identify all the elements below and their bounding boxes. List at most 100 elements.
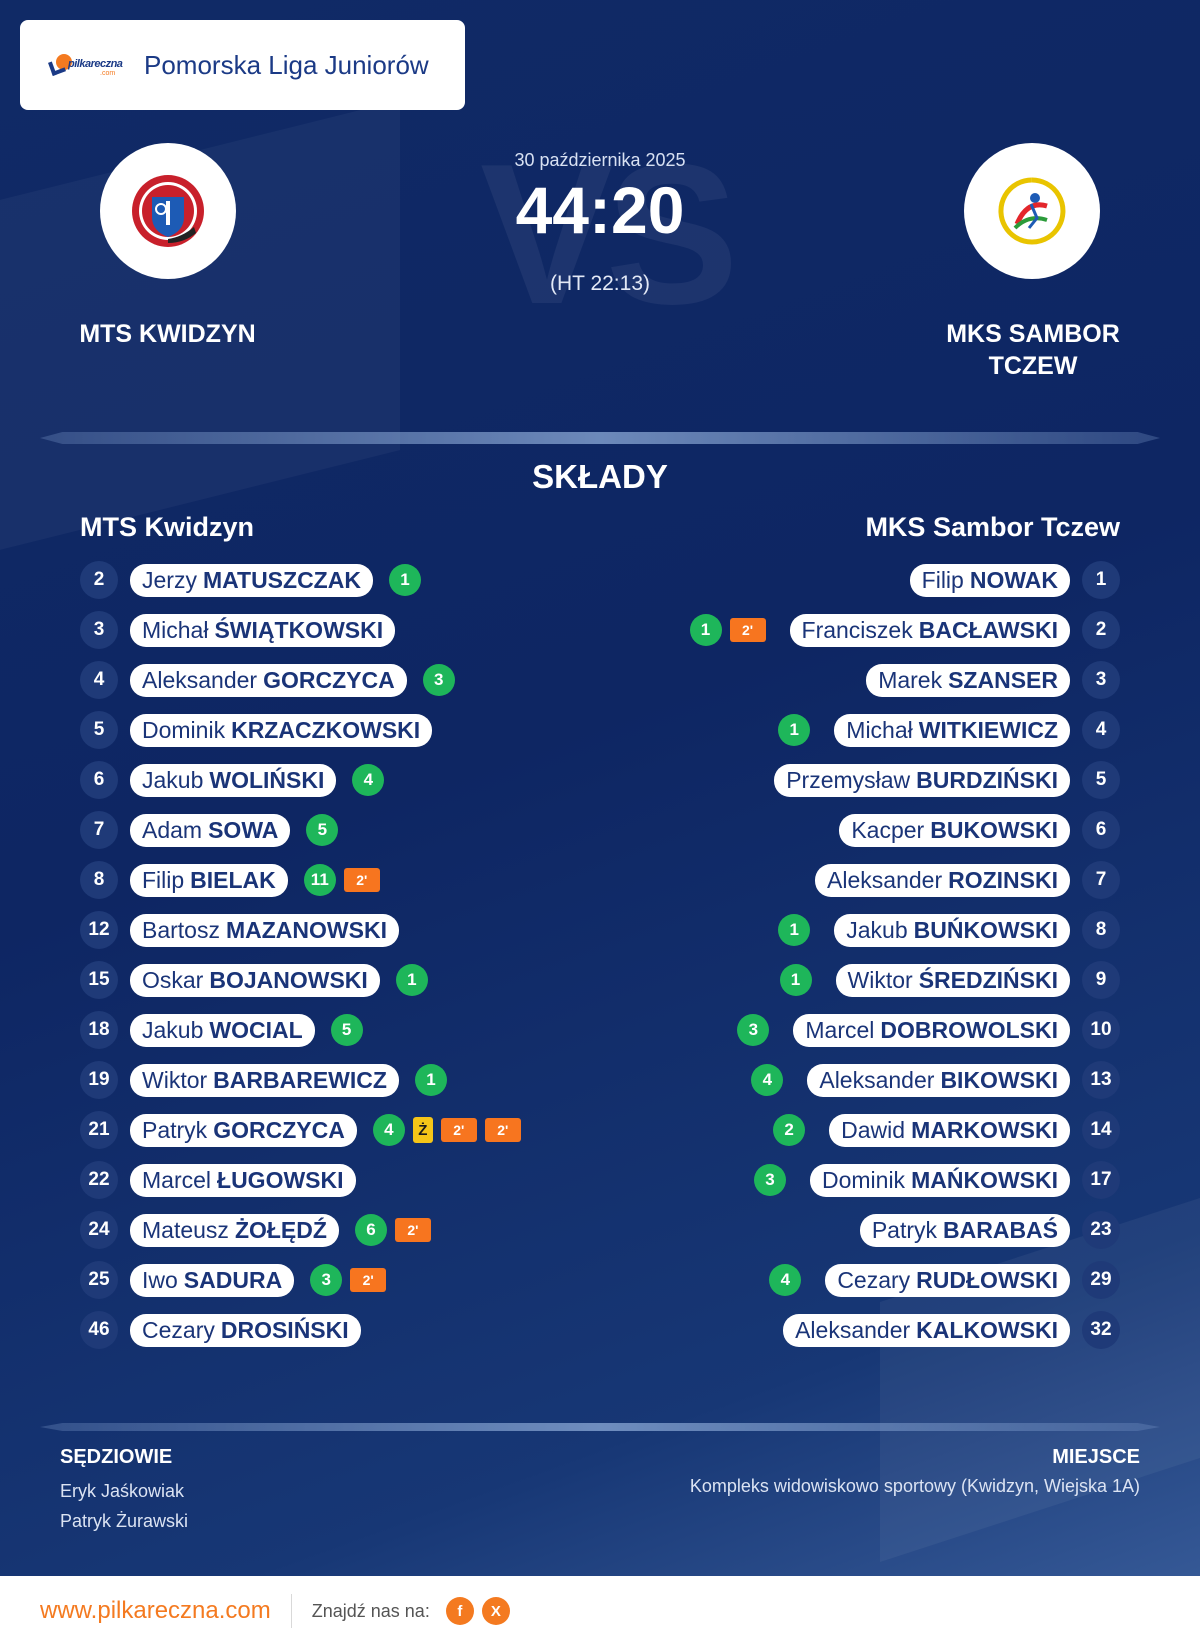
player-row: 1 Wiktor ŚREDZIŃSKI 9 — [580, 955, 1120, 1005]
player-surname: NOWAK — [969, 566, 1058, 593]
away-team-logo[interactable] — [964, 143, 1100, 279]
player-stats: 11 2' — [303, 864, 380, 896]
player-name[interactable]: Jerzy MATUSZCZAK — [130, 563, 373, 597]
player-first-name: Mateusz — [142, 1216, 229, 1243]
player-first-name: Wiktor — [847, 966, 913, 993]
player-first-name: Aleksander — [142, 666, 258, 693]
player-row: Przemysław BURDZIŃSKI 5 — [580, 755, 1120, 805]
player-surname: DOBROWOLSKI — [880, 1016, 1058, 1043]
player-row: 4 Aleksander GORCZYCA 3 — [80, 655, 620, 705]
player-surname: BARBAREWICZ — [213, 1066, 387, 1093]
player-name[interactable]: Patryk BARABAŚ — [859, 1213, 1070, 1247]
player-row: 7 Adam SOWA 5 — [80, 805, 620, 855]
player-row: 21 Patryk GORCZYCA 4 Ż 2' 2' — [80, 1105, 620, 1155]
player-stats: 3 — [422, 664, 455, 696]
player-name[interactable]: Jakub WOLIŃSKI — [130, 763, 337, 797]
site-link[interactable]: www.pilkareczna.com — [40, 1597, 271, 1624]
player-name[interactable]: Marcel DOBROWOLSKI — [793, 1013, 1070, 1047]
player-name[interactable]: Filip NOWAK — [909, 563, 1070, 597]
player-name[interactable]: Aleksander BIKOWSKI — [807, 1063, 1070, 1097]
player-name[interactable]: Aleksander ROZINSKI — [815, 863, 1070, 897]
player-name[interactable]: Cezary DROSIŃSKI — [130, 1313, 361, 1347]
shirt-number: 7 — [80, 811, 118, 849]
facebook-icon[interactable]: f — [445, 1597, 474, 1625]
player-name[interactable]: Patryk GORCZYCA — [130, 1113, 357, 1147]
player-first-name: Michał — [142, 616, 209, 643]
goals-badge: 1 — [414, 1064, 447, 1096]
player-name[interactable]: Aleksander KALKOWSKI — [783, 1313, 1070, 1347]
player-first-name: Dominik — [142, 716, 226, 743]
player-name[interactable]: Cezary RUDŁOWSKI — [825, 1263, 1070, 1297]
goals-badge: 1 — [388, 564, 421, 596]
player-first-name: Dominik — [821, 1166, 906, 1193]
player-name[interactable]: Dawid MARKOWSKI — [829, 1113, 1070, 1147]
player-row: 2 Dawid MARKOWSKI 14 — [580, 1105, 1120, 1155]
player-name[interactable]: Aleksander GORCZYCA — [130, 663, 407, 697]
player-surname: BACŁAWSKI — [918, 616, 1058, 643]
shirt-number: 5 — [80, 711, 118, 749]
player-row: 4 Cezary RUDŁOWSKI 29 — [580, 1255, 1120, 1305]
player-first-name: Jerzy — [142, 566, 197, 593]
away-team-name[interactable]: MKS SAMBOR TCZEW — [946, 320, 1120, 380]
player-name[interactable]: Filip BIELAK — [130, 863, 288, 897]
player-name[interactable]: Mateusz ŻOŁĘDŹ — [130, 1213, 339, 1247]
player-name[interactable]: Michał ŚWIĄTKOWSKI — [130, 613, 396, 647]
player-first-name: Aleksander — [827, 866, 943, 893]
player-surname: BOJANOWSKI — [209, 966, 368, 993]
player-name[interactable]: Bartosz MAZANOWSKI — [130, 913, 399, 947]
player-name[interactable]: Jakub BUŃKOWSKI — [834, 913, 1070, 947]
player-name[interactable]: Marek SZANSER — [866, 663, 1070, 697]
pilkareczna-logo-icon[interactable]: pilkareczna .com — [48, 50, 123, 80]
sambor-tczew-crest-icon — [998, 177, 1066, 245]
home-team-name[interactable]: MTS KWIDZYN — [79, 320, 256, 348]
player-row: 46 Cezary DROSIŃSKI — [80, 1305, 620, 1355]
player-row: Marek SZANSER 3 — [580, 655, 1120, 705]
footer: www.pilkareczna.com Znajdź nas na: f X — [0, 1576, 1200, 1646]
player-stats: 4 — [769, 1264, 802, 1296]
player-first-name: Kacper — [851, 816, 925, 843]
player-stats: 3 2' — [310, 1264, 387, 1296]
shirt-number: 6 — [80, 761, 118, 799]
player-name[interactable]: Przemysław BURDZIŃSKI — [774, 763, 1070, 797]
player-row: 24 Mateusz ŻOŁĘDŹ 6 2' — [80, 1205, 620, 1255]
shirt-number: 12 — [80, 911, 118, 949]
player-name[interactable]: Kacper BUKOWSKI — [839, 813, 1070, 847]
shirt-number: 4 — [1082, 711, 1120, 749]
player-stats: 3 — [737, 1014, 770, 1046]
shirt-number: 32 — [1082, 1311, 1120, 1349]
away-roster: Filip NOWAK 1 1 2' Franciszek BACŁAWSKI 2 Marek S… — [580, 555, 1120, 1355]
player-row: 3 Marcel DOBROWOLSKI 10 — [580, 1005, 1120, 1055]
player-name[interactable]: Iwo SADURA — [130, 1263, 295, 1297]
goals-badge: 1 — [395, 964, 428, 996]
player-name[interactable]: Oskar BOJANOWSKI — [130, 963, 380, 997]
goals-badge: 1 — [779, 964, 812, 996]
player-name[interactable]: Jakub WOCIAL — [130, 1013, 315, 1047]
player-name[interactable]: Wiktor ŚREDZIŃSKI — [835, 963, 1070, 997]
player-stats: 6 2' — [354, 1214, 431, 1246]
player-surname: BIKOWSKI — [940, 1066, 1058, 1093]
player-surname: DROSIŃSKI — [220, 1316, 349, 1343]
player-stats: 3 — [753, 1164, 786, 1196]
player-name[interactable]: Dominik MAŃKOWSKI — [809, 1163, 1070, 1197]
player-name[interactable]: Adam SOWA — [130, 813, 291, 847]
x-icon[interactable]: X — [481, 1597, 510, 1625]
player-name[interactable]: Dominik KRZACZKOWSKI — [130, 713, 433, 747]
player-surname: ŻOŁĘDŹ — [234, 1216, 327, 1243]
player-first-name: Jakub — [142, 1016, 204, 1043]
player-first-name: Michał — [846, 716, 913, 743]
shirt-number: 3 — [80, 611, 118, 649]
shirt-number: 18 — [80, 1011, 118, 1049]
goals-badge: 11 — [303, 864, 336, 896]
league-name: Pomorska Liga Juniorów — [144, 49, 429, 80]
vs-watermark: VS — [480, 123, 739, 346]
player-name[interactable]: Marcel ŁUGOWSKI — [130, 1163, 356, 1197]
player-stats: 1 — [388, 564, 421, 596]
player-name[interactable]: Franciszek BACŁAWSKI — [789, 613, 1070, 647]
suspension-badge: 2' — [729, 618, 766, 642]
player-surname: RUDŁOWSKI — [916, 1266, 1058, 1293]
player-name[interactable]: Michał WITKIEWICZ — [834, 713, 1070, 747]
player-name[interactable]: Wiktor BARBAREWICZ — [130, 1063, 399, 1097]
home-team-logo[interactable] — [100, 143, 236, 279]
player-surname: MATUSZCZAK — [202, 566, 361, 593]
player-surname: SOWA — [208, 816, 279, 843]
